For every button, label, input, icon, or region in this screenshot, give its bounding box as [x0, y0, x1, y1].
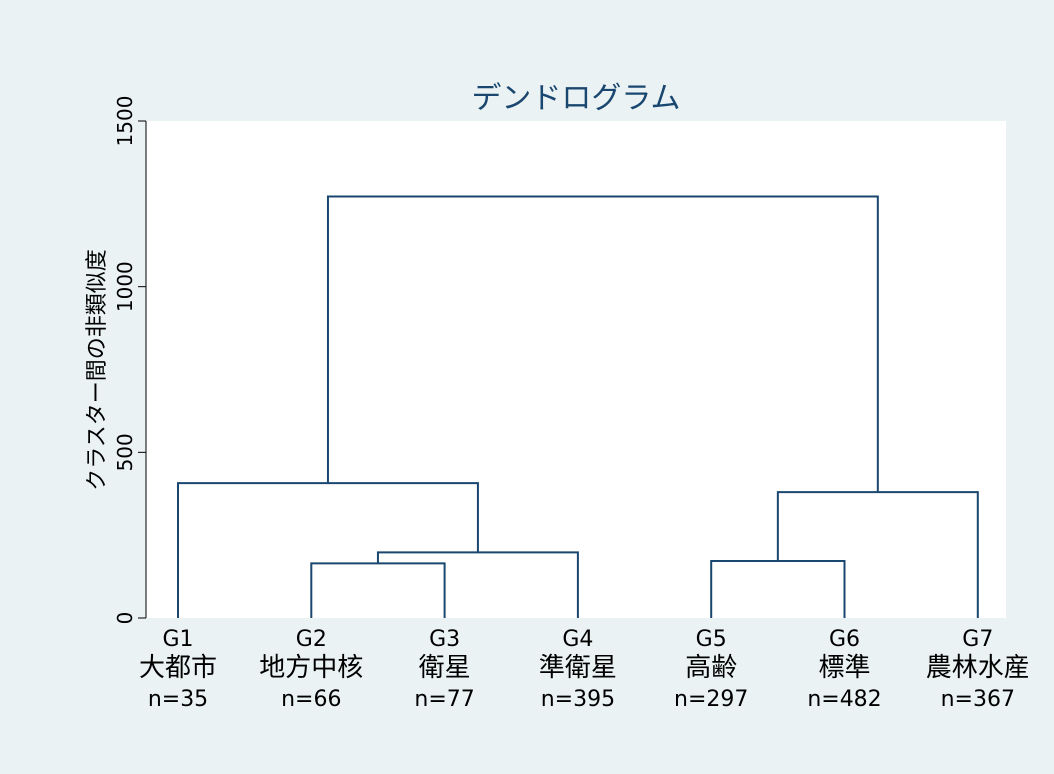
chart-title: デンドログラム	[471, 81, 680, 116]
y-tick-label: 1500	[113, 96, 137, 147]
leaf-name-label: 大都市	[139, 653, 217, 683]
leaf-count-label: n=482	[807, 687, 881, 712]
dendrogram-links	[177, 195, 979, 618]
leaf-count-label: n=77	[414, 687, 474, 712]
y-axis: 0 500 1000 1500	[113, 96, 147, 625]
dendrogram-link	[326, 195, 879, 493]
y-tick-label: 1000	[113, 261, 137, 312]
leaf-count-label: n=367	[941, 687, 1015, 712]
leaf-count-label: n=297	[674, 687, 748, 712]
leaf-name-label: 標準	[818, 653, 870, 683]
plot-area	[146, 121, 1006, 618]
leaf-count-label: n=35	[148, 687, 208, 712]
y-axis-label: クラスター間の非類似度	[85, 249, 110, 491]
leaf-name-label: 高齢	[685, 653, 737, 683]
dendrogram-link	[710, 560, 846, 618]
leaf-id-label: G7	[962, 627, 993, 652]
y-tick-label: 500	[113, 433, 137, 471]
leaf-count-label: n=66	[281, 687, 341, 712]
leaf-name-label: 農林水産	[926, 653, 1030, 683]
leaf-name-label: 準衛星	[539, 653, 617, 683]
leaf-id-label: G3	[429, 627, 460, 652]
leaf-id-label: G6	[829, 627, 860, 652]
leaf-name-label: 衛星	[419, 653, 471, 683]
leaf-id-label: G2	[296, 627, 327, 652]
leaf-id-label: G5	[696, 627, 727, 652]
leaf-id-label: G1	[162, 627, 193, 652]
leaf-count-label: n=395	[541, 687, 615, 712]
leaf-name-label: 地方中核	[259, 653, 363, 683]
leaf-id-label: G4	[562, 627, 593, 652]
y-tick-label: 0	[113, 612, 137, 625]
